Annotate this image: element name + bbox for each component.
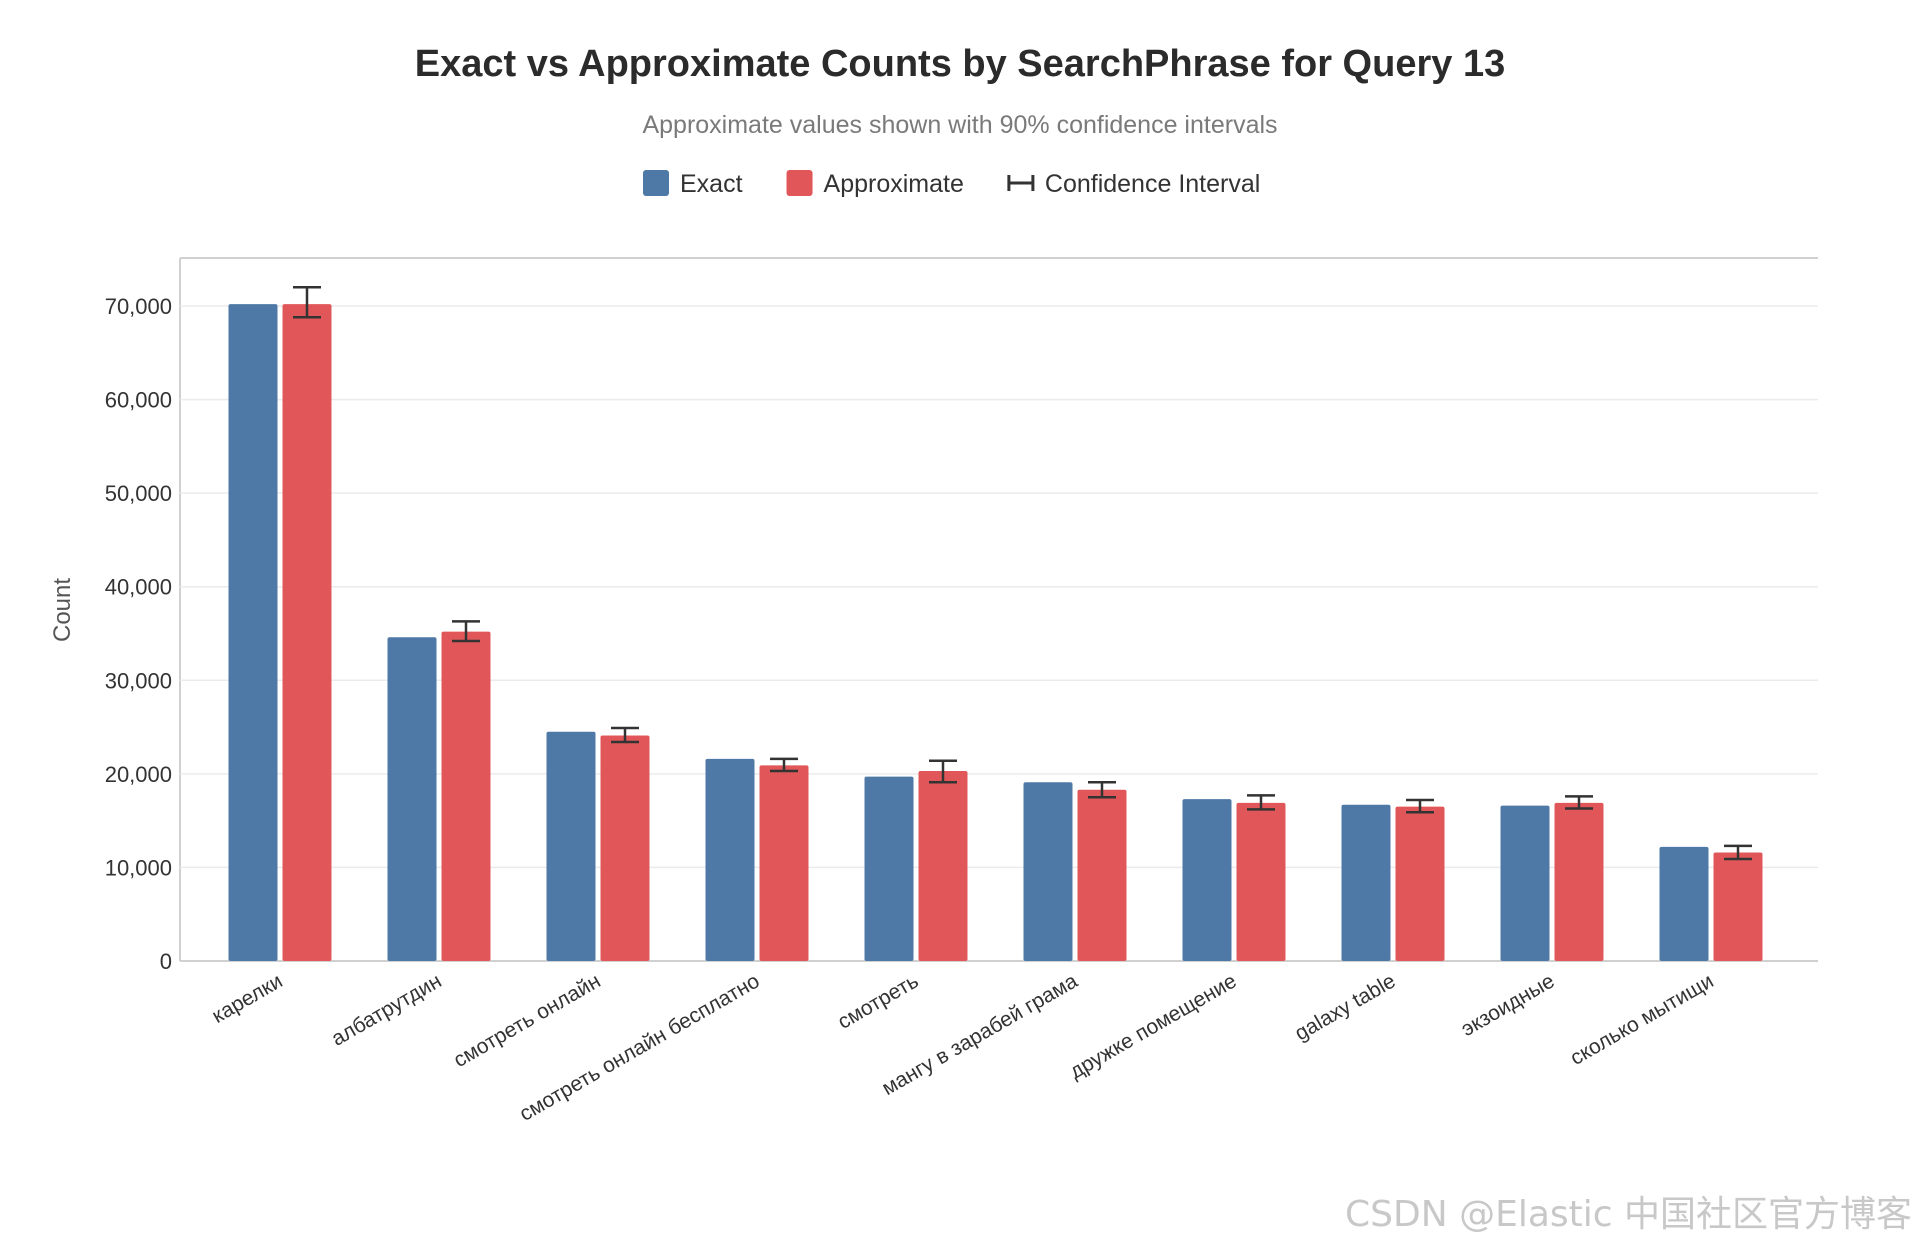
legend-label: Approximate	[824, 170, 964, 198]
x-tick-label: дружке помещение	[1066, 969, 1241, 1083]
confidence-interval	[452, 620, 480, 643]
y-tick-label: 10,000	[105, 855, 172, 880]
bar-approximate	[1077, 789, 1127, 961]
chart-subtitle: Approximate values shown with 90% confid…	[642, 111, 1277, 139]
bar-exact	[1500, 805, 1550, 961]
bar-approximate	[759, 765, 809, 961]
y-axis-title: Count	[49, 578, 76, 642]
confidence-interval	[1088, 781, 1116, 799]
y-tick-label: 20,000	[105, 762, 172, 787]
confidence-interval	[1565, 795, 1593, 810]
y-tick-label: 40,000	[105, 575, 172, 600]
legend-label: Confidence Interval	[1045, 170, 1260, 198]
y-tick-label: 30,000	[105, 668, 172, 693]
y-axis-ticks: 0 10,000 20,000 30,000 40,000 50,000 60,000 70,…	[105, 294, 172, 974]
bar-exact	[1341, 804, 1391, 961]
bar-exact	[1182, 799, 1232, 961]
bar-approximate	[1713, 852, 1763, 961]
bar-exact	[546, 731, 596, 961]
bar-approximate	[1554, 802, 1604, 961]
bar-approximate	[918, 771, 968, 961]
y-tick-label: 60,000	[105, 388, 172, 413]
bar-approximate	[1236, 802, 1286, 961]
bar-exact	[1023, 782, 1073, 961]
y-tick-label: 50,000	[105, 481, 172, 506]
x-tick-label: сколько мытищи	[1566, 969, 1717, 1070]
x-tick-label: galaxy table	[1291, 969, 1400, 1045]
y-tick-label: 70,000	[105, 294, 172, 319]
legend-item: Exact	[643, 170, 743, 198]
bar-approximate	[441, 631, 491, 961]
errorbar-icon	[1007, 175, 1035, 191]
confidence-interval	[611, 726, 639, 744]
bar-exact	[1659, 846, 1709, 961]
confidence-interval	[293, 286, 321, 319]
y-tick-label: 0	[160, 949, 172, 974]
legend: Exact Approximate Confidence Interval	[643, 170, 1260, 198]
bar-exact	[228, 304, 278, 962]
confidence-interval	[1724, 844, 1752, 861]
bar-exact	[705, 758, 755, 961]
legend-swatch	[786, 170, 813, 196]
x-tick-label: албатрутдин	[328, 969, 446, 1050]
confidence-interval	[1247, 794, 1275, 811]
x-tick-label: экзоидные	[1457, 969, 1558, 1041]
bar-approximate	[282, 304, 332, 962]
bars	[228, 304, 1763, 962]
bar-exact	[387, 637, 437, 961]
bar-approximate	[600, 735, 650, 961]
x-tick-label: карелки	[208, 969, 286, 1028]
bar-approximate	[1395, 806, 1445, 961]
legend-item: Confidence Interval	[1007, 170, 1260, 198]
legend-item: Approximate	[786, 170, 964, 198]
chart-title: Exact vs Approximate Counts by SearchPhr…	[415, 43, 1505, 85]
confidence-interval	[929, 759, 957, 784]
confidence-intervals	[293, 286, 1752, 861]
confidence-interval	[770, 757, 798, 773]
x-tick-label: смотреть онлайн	[450, 969, 605, 1072]
x-tick-label: смотреть	[834, 969, 923, 1033]
watermark-text: CSDN @Elastic 中国社区官方博客	[1345, 1194, 1912, 1235]
x-axis-labels: карелки албатрутдин смотреть онлайн смотрет…	[208, 969, 1717, 1126]
confidence-interval	[1406, 798, 1434, 814]
bar-exact	[864, 776, 914, 961]
legend-label: Exact	[680, 170, 743, 198]
legend-swatch	[643, 170, 669, 196]
